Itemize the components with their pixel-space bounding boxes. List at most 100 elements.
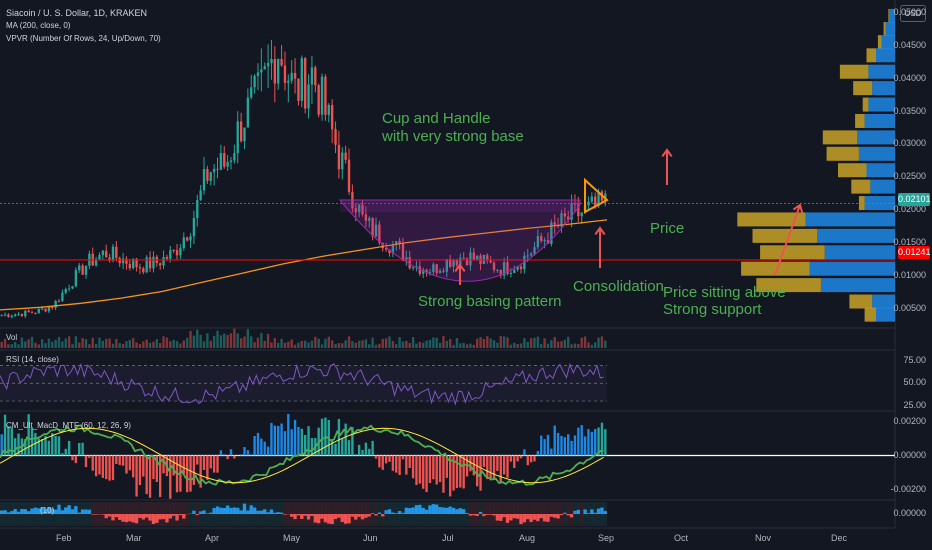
vpvr-up-bar xyxy=(868,64,895,79)
volume-pane-label[interactable]: Vol xyxy=(6,333,18,342)
oscillator-background xyxy=(404,502,409,526)
currency-button[interactable]: USD xyxy=(900,5,926,22)
oscillator-bar xyxy=(269,509,274,514)
oscillator-background xyxy=(509,502,513,526)
price-tick-label: 0.01000 xyxy=(893,269,926,280)
volume-bar xyxy=(580,337,583,348)
macd-histogram-bar xyxy=(297,426,300,456)
price-tick-label: 0.04000 xyxy=(893,72,926,83)
volume-bar xyxy=(422,342,425,348)
candle-body xyxy=(519,266,523,270)
volume-bar xyxy=(266,333,270,348)
candle-body xyxy=(121,258,125,264)
rsi-pane-label[interactable]: RSI (14, close) xyxy=(6,355,59,364)
oscillator-background xyxy=(310,502,314,526)
candle-body xyxy=(472,252,475,260)
oscillator-bar xyxy=(47,507,51,514)
macd-histogram-bar xyxy=(513,455,516,469)
candle-body xyxy=(165,256,169,259)
oscillator-background xyxy=(175,502,179,526)
oscillator-bar xyxy=(23,509,27,514)
macd-histogram-bar xyxy=(71,455,74,461)
macd-histogram-bar xyxy=(202,455,206,471)
annotation-cup-handle-1: Cup and Handle xyxy=(382,110,491,127)
oscillator-background xyxy=(212,502,216,526)
candle-body xyxy=(513,269,516,273)
volume-bar xyxy=(320,344,324,348)
volume-bar xyxy=(519,343,523,348)
candle-body xyxy=(169,250,172,259)
oscillator-background xyxy=(91,502,95,526)
oscillator-bar xyxy=(377,512,382,514)
annotation-price: Price xyxy=(650,220,685,237)
oscillator-bar xyxy=(60,510,65,514)
oscillator-bar xyxy=(478,511,483,514)
time-tick-label: Apr xyxy=(205,533,220,543)
macd-histogram-bar xyxy=(293,419,297,456)
macd-histogram-bar xyxy=(401,455,405,460)
candle-body xyxy=(37,308,40,314)
volume-bar xyxy=(189,330,192,348)
vpvr-up-bar xyxy=(866,163,895,178)
macd-histogram-bar xyxy=(600,422,604,456)
oscillator-background xyxy=(94,502,98,526)
volume-bar xyxy=(364,339,368,348)
oscillator-bar xyxy=(225,505,230,514)
volume-bar xyxy=(408,342,411,348)
volume-bar xyxy=(293,344,297,348)
volume-bar xyxy=(425,340,428,348)
volume-bar xyxy=(152,341,155,348)
candle-body xyxy=(546,240,550,244)
macd-pane-label[interactable]: CM_Ult_MacD_MTF (60, 12, 26, 9) xyxy=(6,421,131,430)
candle-body xyxy=(13,314,17,316)
ma-indicator-label[interactable]: MA (200, close, 0) xyxy=(6,21,71,30)
candle-body xyxy=(44,308,47,312)
candle-body xyxy=(533,247,536,254)
macd-histogram-bar xyxy=(229,449,233,456)
oscillator-bar xyxy=(495,514,500,521)
volume-bar xyxy=(597,337,600,348)
macd-histogram-bar xyxy=(408,455,411,468)
macd-histogram-bar xyxy=(351,427,354,456)
oscillator-bar xyxy=(111,514,115,521)
oscillator-background xyxy=(43,502,48,526)
macd-signal-line xyxy=(0,427,604,484)
macd-histogram-bar xyxy=(250,454,253,456)
oscillator-bar xyxy=(438,506,442,514)
volume-bar xyxy=(287,341,290,348)
candle-body xyxy=(67,288,71,290)
oscillator-bar xyxy=(145,514,149,518)
oscillator-background xyxy=(101,502,105,526)
oscillator-bar xyxy=(178,514,183,516)
candle-body xyxy=(577,204,580,217)
volume-bar xyxy=(273,338,277,348)
oscillator-bar xyxy=(279,512,284,514)
oscillator-bar xyxy=(448,506,452,514)
macd-histogram-bar xyxy=(445,455,448,478)
oscillator-bar xyxy=(259,510,264,514)
volume-bar xyxy=(256,337,260,348)
macd-histogram-bar xyxy=(307,426,310,456)
oscillator-bar xyxy=(414,505,419,514)
oscillator-background xyxy=(84,502,88,526)
candle-body xyxy=(209,172,212,181)
oscillator-background xyxy=(165,502,169,526)
volume-bar xyxy=(391,341,395,348)
macd-histogram-bar xyxy=(361,449,364,456)
bottom-pane-label[interactable]: (10) xyxy=(40,506,55,515)
candle-body xyxy=(40,308,44,310)
oscillator-bar xyxy=(556,514,560,519)
volume-bar xyxy=(509,344,513,348)
vpvr-indicator-label[interactable]: VPVR (Number Of Rows, 24, Up/Down, 70) xyxy=(6,34,161,43)
candle-body xyxy=(496,269,499,271)
oscillator-bar xyxy=(590,509,594,514)
volume-bar xyxy=(13,342,17,348)
oscillator-background xyxy=(118,502,122,526)
volume-bar xyxy=(118,343,121,348)
oscillator-bar xyxy=(91,514,95,515)
oscillator-bar xyxy=(431,504,436,514)
macd-histogram-bar xyxy=(300,428,303,456)
oscillator-background xyxy=(77,502,81,526)
volume-bar xyxy=(74,336,78,348)
